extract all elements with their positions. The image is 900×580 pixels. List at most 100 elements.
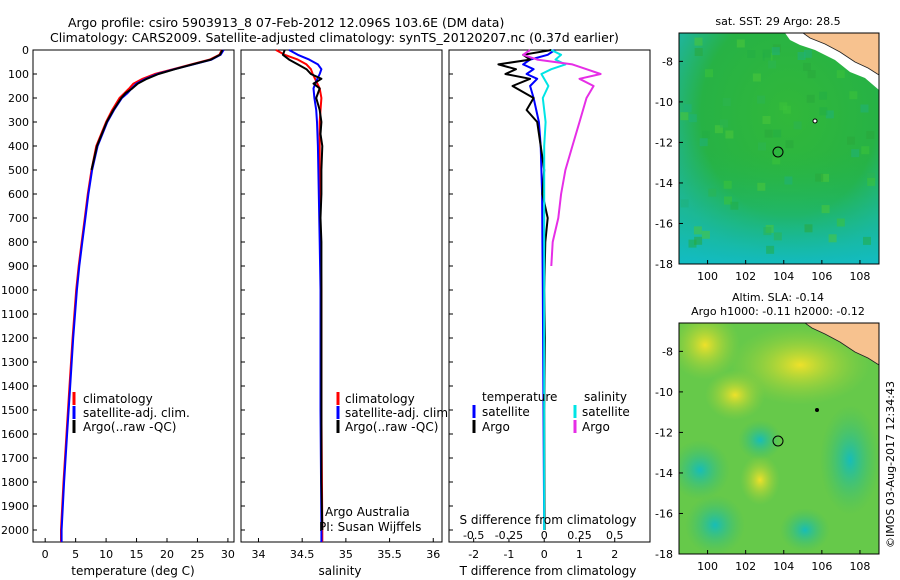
x-tick-label: -2 <box>468 548 479 561</box>
depth-tick-label: 1200 <box>1 332 29 345</box>
x-tick-label: -1 <box>503 548 514 561</box>
sst-pixel <box>694 37 703 46</box>
sst-pixel <box>779 102 788 111</box>
lon-tick-label: 106 <box>811 560 832 573</box>
legend-label-s-argo: Argo <box>582 420 610 434</box>
lon-tick-label: 100 <box>697 560 718 573</box>
x-tick-label: 36 <box>426 548 440 561</box>
sst-pixel <box>722 98 731 107</box>
temperature-axis-label: temperature (deg C) <box>71 564 194 578</box>
sst-pixel <box>752 73 761 82</box>
sla-high-north <box>730 325 870 405</box>
sst-pixel <box>828 234 837 243</box>
s-diff-tick-label: 0.25 <box>567 529 592 542</box>
depth-axis: 0 100 200 300 400 500 600 700 800 900 1000 1100 1200… <box>1 44 37 537</box>
sst-pixel <box>849 91 858 100</box>
temperature-plot-frame <box>32 49 235 543</box>
x-tick-label: 25 <box>190 548 204 561</box>
sst-pixel <box>705 69 713 78</box>
sst-pixel <box>725 130 734 139</box>
sst-pixel <box>821 173 829 182</box>
sst-pixel <box>861 146 870 155</box>
sst-pixel <box>847 136 855 145</box>
x-tick-label: 1 <box>576 548 583 561</box>
sst-pixel <box>762 49 771 58</box>
sst-cool-region <box>679 150 879 264</box>
depth-tick-label: 400 <box>8 140 29 153</box>
sst-argo-location <box>772 146 784 158</box>
lon-tick-label: 108 <box>849 270 870 283</box>
temperature-panel: 0100200300400500600700800900100011001200… <box>1 44 235 578</box>
depth-tick-label: 1400 <box>1 380 29 393</box>
salinity-series <box>275 49 324 542</box>
series-line-argo <box>522 49 602 267</box>
legend-label-argo: Argo(..raw -QC) <box>345 420 438 434</box>
depth-tick-label: 300 <box>8 116 29 129</box>
sla-coastline <box>804 323 879 366</box>
lat-tick-label: -12 <box>655 426 673 439</box>
lon-tick-label: 104 <box>773 560 794 573</box>
sst-pixel <box>768 60 777 69</box>
lat-tick-label: -18 <box>655 548 673 561</box>
sst-map: sat. SST: 29 Argo: 28.5 -8 -10 -12 -14 -16 -1… <box>655 15 880 283</box>
series-line-satellite <box>540 49 567 530</box>
sst-pixel <box>680 199 689 208</box>
sst-pixel <box>699 138 708 147</box>
sla-low-south <box>780 508 830 552</box>
legend-label-climatology: climatology <box>83 392 153 406</box>
sla-low-east <box>820 405 879 515</box>
sla-high-west <box>679 323 740 380</box>
x-tick-label: 20 <box>160 548 174 561</box>
x-tick-label: 0 <box>541 548 548 561</box>
sst-pixel <box>836 70 845 79</box>
lat-tick-label: -8 <box>662 55 673 68</box>
lat-tick-label: -18 <box>655 258 673 271</box>
sst-pixel <box>866 131 875 139</box>
sst-pixel <box>867 172 876 181</box>
salinity-depth-ticks <box>241 49 245 531</box>
s-diff-tick-label: 0 <box>541 529 548 542</box>
x-tick-label: 34 <box>251 548 265 561</box>
legend-label-satellite: satellite-adj. clim. <box>83 406 190 420</box>
sla-high-south <box>740 455 780 505</box>
depth-tick-label: 900 <box>8 260 29 273</box>
salinity-panel: 34 34.5 35 35.5 36 salinity climatology sate… <box>240 49 452 578</box>
sst-coastline <box>802 33 879 76</box>
sst-pixel <box>804 224 813 233</box>
sst-pixel <box>785 140 794 149</box>
lat-tick-label: -10 <box>655 96 673 109</box>
sla-map-title-2: Argo h1000: -0.11 h2000: -0.12 <box>691 305 865 318</box>
sst-pixel <box>694 48 703 56</box>
s-diff-tick-label: -0.25 <box>495 529 523 542</box>
t-difference-axis: -2 -1 0 1 2 <box>468 538 618 561</box>
legend-label-t-argo: Argo <box>482 420 510 434</box>
legend-title-temperature: temperature <box>482 390 557 404</box>
sst-pixel <box>723 180 732 189</box>
sst-pixel <box>821 205 830 214</box>
sst-pixel <box>860 104 869 113</box>
sst-pixel <box>730 201 739 210</box>
legend-title-salinity: salinity <box>584 390 627 404</box>
difference-series <box>497 49 602 531</box>
lat-tick-label: -14 <box>655 177 673 190</box>
lon-tick-label: 104 <box>773 270 794 283</box>
x-tick-label: 0 <box>42 548 49 561</box>
credit-argo-australia: Argo Australia <box>325 505 410 519</box>
lon-tick-label: 100 <box>697 270 718 283</box>
sla-map: Altim. SLA: -0.14 Argo h1000: -0.11 h200… <box>655 291 880 573</box>
s-diff-tick-label: 0.5 <box>606 529 624 542</box>
difference-plot-frame <box>448 49 651 543</box>
depth-tick-label: 1100 <box>1 308 29 321</box>
depth-tick-label: 1900 <box>1 500 29 513</box>
credit-pi-name: PI: Susan Wijffels <box>319 520 421 534</box>
sla-map-title-1: Altim. SLA: -0.14 <box>732 291 824 304</box>
sst-pixel <box>773 129 782 138</box>
sst-pixel <box>764 129 773 138</box>
title-line-2: Climatology: CARS2009. Satellite-adjuste… <box>50 30 619 45</box>
legend-label-t-satellite: satellite <box>482 405 530 419</box>
temperature-series <box>60 49 225 542</box>
x-tick-label: 5 <box>72 548 79 561</box>
sst-map-axes: -8 -10 -12 -14 -16 -18 100 102 104 106 108 <box>655 55 870 283</box>
sst-map-title: sat. SST: 29 Argo: 28.5 <box>715 15 840 28</box>
sst-pixel <box>724 196 732 205</box>
